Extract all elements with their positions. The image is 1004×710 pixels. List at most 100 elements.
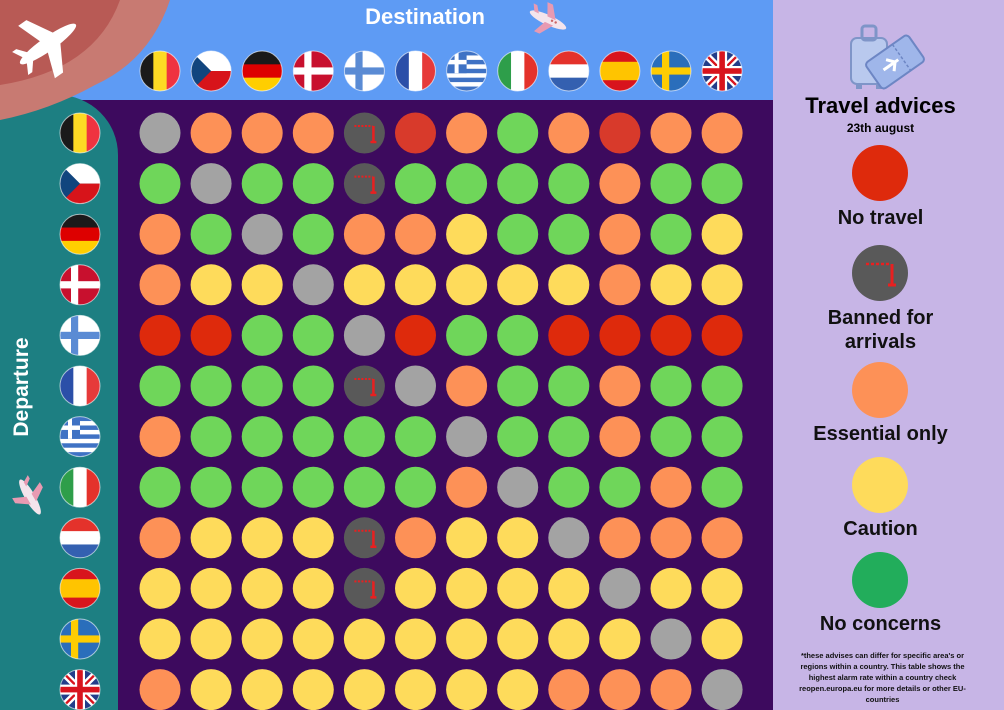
matrix-cell-denmark-to-united-kingdom — [701, 264, 743, 306]
matrix-cell-sweden-to-denmark — [292, 618, 334, 660]
matrix-cell-greece-to-france — [395, 416, 436, 458]
legend-marker-banned — [852, 245, 908, 301]
matrix-cell-france-to-united-kingdom — [701, 365, 743, 407]
matrix-cell-france-to-spain — [599, 365, 641, 407]
matrix-cell-denmark-to-italy — [497, 264, 539, 306]
legend-label-essential: Essential only — [813, 423, 948, 445]
matrix-cell-germany-to-netherlands — [548, 213, 590, 255]
matrix-cell-greece-to-italy — [497, 416, 539, 458]
matrix-cell-belgium-to-denmark — [292, 112, 334, 154]
destination-flag-spain-icon — [599, 50, 641, 92]
matrix-cell-netherlands-to-czechia — [190, 517, 232, 559]
matrix-cell-italy-to-denmark — [292, 466, 334, 508]
matrix-cell-belgium-to-italy — [497, 112, 539, 154]
matrix-cell-france-to-italy — [497, 365, 539, 407]
matrix-cell-greece-to-greece — [446, 416, 488, 458]
matrix-cell-netherlands-to-sweden — [650, 517, 692, 559]
destination-flag-czechia-icon — [190, 50, 232, 92]
matrix-cell-italy-to-greece — [446, 466, 488, 508]
matrix-cell-greece-to-netherlands — [548, 416, 590, 458]
matrix-cell-czechia-to-netherlands — [548, 163, 590, 205]
matrix-cell-czechia-to-finland — [343, 163, 385, 205]
matrix-cell-netherlands-to-netherlands — [548, 517, 590, 559]
departure-flag-denmark-icon — [59, 264, 101, 306]
legend-marker-essential — [852, 362, 908, 418]
matrix-cell-belgium-to-czechia — [190, 112, 232, 154]
matrix-cell-germany-to-czechia — [190, 213, 232, 255]
matrix-cell-united-kingdom-to-belgium — [139, 669, 181, 710]
matrix-cell-italy-to-finland — [343, 466, 385, 508]
matrix-cell-sweden-to-germany — [241, 618, 283, 660]
matrix-cell-italy-to-germany — [241, 466, 283, 508]
destination-flag-greece-icon — [446, 50, 488, 92]
matrix-cell-sweden-to-sweden — [650, 618, 692, 660]
matrix-cell-finland-to-spain — [599, 314, 641, 356]
matrix-cell-czechia-to-belgium — [139, 163, 181, 205]
matrix-cell-finland-to-greece — [446, 314, 488, 356]
matrix-cell-finland-to-finland — [343, 314, 385, 356]
matrix-cell-italy-to-united-kingdom — [701, 466, 743, 508]
plane-icon-top — [529, 2, 567, 34]
matrix-cell-denmark-to-denmark — [292, 264, 334, 306]
matrix-cell-germany-to-france — [395, 213, 436, 255]
matrix-cell-greece-to-denmark — [292, 416, 334, 458]
matrix-cell-spain-to-denmark — [292, 567, 334, 609]
departure-flag-finland-icon — [59, 314, 101, 356]
matrix-cell-greece-to-belgium — [139, 416, 181, 458]
matrix-cell-sweden-to-finland — [343, 618, 385, 660]
matrix-cell-netherlands-to-france — [395, 517, 436, 559]
matrix-cell-italy-to-czechia — [190, 466, 232, 508]
departure-flag-sweden-icon — [59, 618, 101, 660]
matrix-cell-netherlands-to-spain — [599, 517, 641, 559]
corner-logo — [0, 0, 170, 120]
matrix-cell-france-to-czechia — [190, 365, 232, 407]
matrix-cell-france-to-finland — [343, 365, 385, 407]
matrix-cell-finland-to-united-kingdom — [701, 314, 743, 356]
matrix-cell-belgium-to-spain — [599, 112, 641, 154]
matrix-cell-czechia-to-united-kingdom — [701, 163, 743, 205]
matrix-cell-sweden-to-belgium — [139, 618, 181, 660]
matrix-cell-czechia-to-greece — [446, 163, 488, 205]
matrix-cell-united-kingdom-to-czechia — [190, 669, 232, 710]
matrix-cell-denmark-to-greece — [446, 264, 488, 306]
matrix-cell-finland-to-italy — [497, 314, 539, 356]
matrix-cell-czechia-to-italy — [497, 163, 539, 205]
legend-label-caution: Caution — [843, 518, 918, 540]
legend-marker-caution — [852, 457, 908, 513]
legend-marker-no-travel — [852, 145, 908, 201]
matrix-cell-united-kingdom-to-denmark — [292, 669, 334, 710]
destination-flag-finland-icon — [343, 50, 385, 92]
matrix-cell-united-kingdom-to-france — [395, 669, 436, 710]
matrix-cell-sweden-to-spain — [599, 618, 641, 660]
destination-flag-france-icon — [395, 50, 436, 92]
matrix-cell-denmark-to-sweden — [650, 264, 692, 306]
matrix-cell-germany-to-greece — [446, 213, 488, 255]
matrix-cell-united-kingdom-to-netherlands — [548, 669, 590, 710]
matrix-cell-greece-to-czechia — [190, 416, 232, 458]
matrix-cell-italy-to-france — [395, 466, 436, 508]
matrix-cell-belgium-to-netherlands — [548, 112, 590, 154]
matrix-cell-czechia-to-czechia — [190, 163, 232, 205]
matrix-cell-spain-to-germany — [241, 567, 283, 609]
destination-flag-sweden-icon — [650, 50, 692, 92]
destination-flag-italy-icon — [497, 50, 539, 92]
matrix-cell-czechia-to-germany — [241, 163, 283, 205]
luggage-ticket-icon — [850, 24, 925, 90]
matrix-cell-czechia-to-france — [395, 163, 436, 205]
departure-flag-belgium-icon — [59, 112, 101, 154]
matrix-cell-united-kingdom-to-finland — [343, 669, 385, 710]
departure-flag-netherlands-icon — [59, 517, 101, 559]
plane-icon-left — [12, 475, 43, 515]
matrix-cell-belgium-to-greece — [446, 112, 488, 154]
departure-flag-germany-icon — [59, 213, 101, 255]
departure-flag-italy-icon — [59, 466, 101, 508]
matrix-cell-france-to-germany — [241, 365, 283, 407]
matrix-cell-spain-to-italy — [497, 567, 539, 609]
matrix-cell-denmark-to-spain — [599, 264, 641, 306]
matrix-cell-italy-to-italy — [497, 466, 539, 508]
matrix-cell-france-to-sweden — [650, 365, 692, 407]
matrix-cell-germany-to-denmark — [292, 213, 334, 255]
matrix-cell-netherlands-to-belgium — [139, 517, 181, 559]
matrix-cell-greece-to-united-kingdom — [701, 416, 743, 458]
